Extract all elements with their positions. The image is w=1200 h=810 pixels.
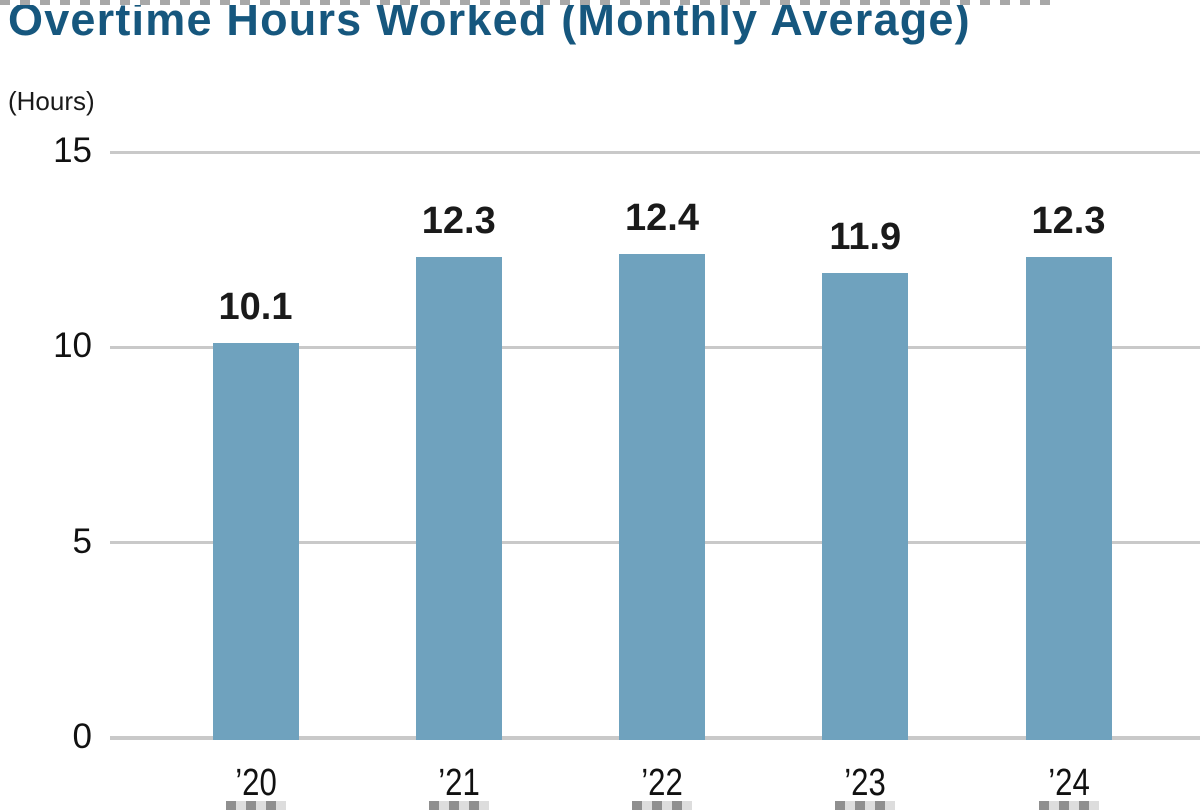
x-tick-label: ’21	[437, 762, 480, 804]
y-tick-label: 5	[72, 521, 92, 561]
transparency-artifact-bottom	[1038, 801, 1099, 810]
bar	[1025, 257, 1112, 740]
x-tick-label: ’23	[844, 762, 887, 804]
bar-value-label: 11.9	[829, 216, 902, 259]
chart-title: Overtime Hours Worked (Monthly Average)	[8, 0, 971, 45]
bar	[822, 273, 909, 740]
bar	[212, 343, 299, 740]
x-tick-label: ’22	[641, 762, 683, 804]
bar-value-label: 12.4	[625, 196, 699, 239]
gridline	[110, 150, 1200, 154]
y-tick-label: 0	[72, 717, 92, 756]
bar-value-label: 12.3	[421, 200, 496, 243]
y-tick-label: 15	[53, 131, 92, 170]
y-axis-unit-label: (Hours)	[8, 86, 95, 116]
bar	[415, 257, 502, 740]
transparency-artifact-top	[0, 0, 1060, 5]
transparency-artifact-bottom	[428, 801, 489, 810]
bar	[619, 253, 705, 740]
bar-value-label: 12.3	[1031, 200, 1106, 243]
transparency-artifact-bottom	[835, 801, 896, 810]
x-tick-label: ’20	[234, 762, 277, 804]
x-tick-label: ’24	[1047, 762, 1090, 804]
transparency-artifact-bottom	[225, 801, 286, 810]
bar-value-label: 10.1	[218, 286, 293, 329]
y-tick-label: 10	[53, 326, 92, 366]
transparency-artifact-bottom	[632, 801, 692, 810]
